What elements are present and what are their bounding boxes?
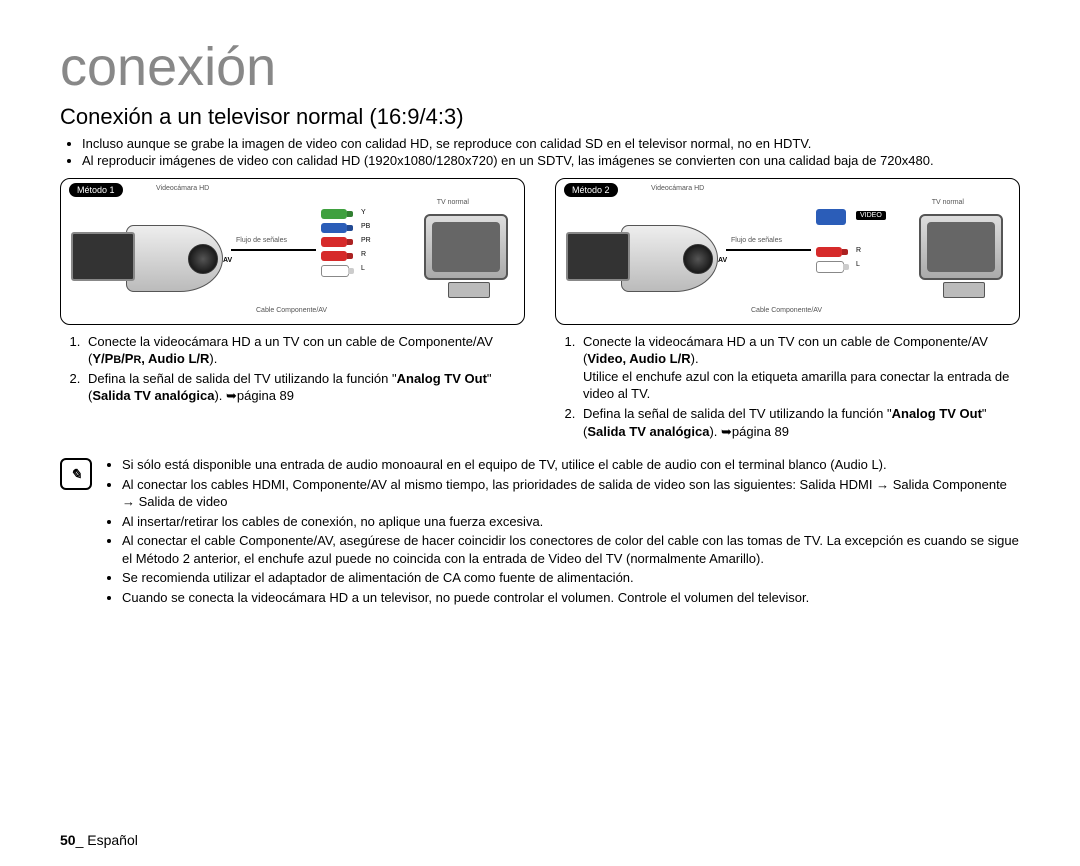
plug-label-l: L xyxy=(856,261,886,268)
camcorder-icon xyxy=(566,207,726,307)
plugs xyxy=(321,209,349,281)
section-title: Conexión a un televisor normal (16:9/4:3… xyxy=(60,104,1020,130)
page-footer: 50_ Español xyxy=(60,832,138,848)
cable-label: Cable Componente/AV xyxy=(751,307,822,314)
list-item: Al conectar el cable Componente/AV, aseg… xyxy=(122,532,1020,567)
list-item: Defina la señal de salida del TV utiliza… xyxy=(84,370,525,405)
note-icon: ✎ xyxy=(60,458,92,490)
plug-label-pb: PB xyxy=(361,223,391,230)
list-item: Si sólo está disponible una entrada de a… xyxy=(122,456,1020,474)
camcorder-label: Videocámara HD xyxy=(156,185,209,192)
plug-green xyxy=(321,209,347,219)
flow-label: Flujo de señales xyxy=(731,237,782,244)
list-item: Se recomienda utilizar el adaptador de a… xyxy=(122,569,1020,587)
note-list: Si sólo está disponible una entrada de a… xyxy=(102,456,1020,608)
method-2-diagram: Método 2 Videocámara HD TV normal Flujo … xyxy=(555,178,1020,325)
intro-bullet: Al reproducir imágenes de video con cali… xyxy=(82,153,1020,170)
footer-sep: _ xyxy=(76,832,88,848)
plugs xyxy=(816,247,844,277)
plug-label-y: Y xyxy=(361,209,391,216)
list-item: Cuando se conecta la videocámara HD a un… xyxy=(122,589,1020,607)
plug-blue xyxy=(321,223,347,233)
av-label: AV xyxy=(223,257,232,264)
plug-red-r xyxy=(816,247,842,257)
page-number: 50 xyxy=(60,832,76,848)
plug-red-r xyxy=(321,251,347,261)
chapter-title: conexión xyxy=(60,40,1020,94)
method-1: Método 1 Videocámara HD TV normal Flujo … xyxy=(60,178,525,442)
plug-label-r: R xyxy=(856,247,886,254)
plug-label-l: L xyxy=(361,265,391,272)
method-2-steps: Conecte la videocámara HD a un TV con un… xyxy=(555,333,1020,440)
tv-icon xyxy=(424,214,514,299)
plug-label-r: R xyxy=(361,251,391,258)
flow-label: Flujo de señales xyxy=(236,237,287,244)
list-item: Conecte la videocámara HD a un TV con un… xyxy=(579,333,1020,403)
plug-label-pr: PR xyxy=(361,237,391,244)
method-1-diagram: Método 1 Videocámara HD TV normal Flujo … xyxy=(60,178,525,325)
plug-white xyxy=(321,265,349,277)
method-2: Método 2 Videocámara HD TV normal Flujo … xyxy=(555,178,1020,442)
method-1-label: Método 1 xyxy=(69,183,123,197)
list-item: Defina la señal de salida del TV utiliza… xyxy=(579,405,1020,440)
method-2-label: Método 2 xyxy=(564,183,618,197)
list-item: Al insertar/retirar los cables de conexi… xyxy=(122,513,1020,531)
notes: ✎ Si sólo está disponible una entrada de… xyxy=(60,456,1020,608)
method-1-steps: Conecte la videocámara HD a un TV con un… xyxy=(60,333,525,405)
footer-lang: Español xyxy=(87,832,138,848)
intro-bullet: Incluso aunque se grabe la imagen de vid… xyxy=(82,136,1020,153)
cable-label: Cable Componente/AV xyxy=(256,307,327,314)
intro-bullets: Incluso aunque se grabe la imagen de vid… xyxy=(60,136,1020,170)
tv-icon xyxy=(919,214,1009,299)
tv-label: TV normal xyxy=(932,199,964,206)
plug-white xyxy=(816,261,844,273)
list-item: Conecte la videocámara HD a un TV con un… xyxy=(84,333,525,368)
video-label: VIDEO xyxy=(856,211,886,220)
av-label: AV xyxy=(718,257,727,264)
tv-label: TV normal xyxy=(437,199,469,206)
camcorder-icon xyxy=(71,207,231,307)
plug-video xyxy=(816,209,846,225)
plug-red-pr xyxy=(321,237,347,247)
camcorder-label: Videocámara HD xyxy=(651,185,704,192)
list-item: Al conectar los cables HDMI, Componente/… xyxy=(122,476,1020,511)
